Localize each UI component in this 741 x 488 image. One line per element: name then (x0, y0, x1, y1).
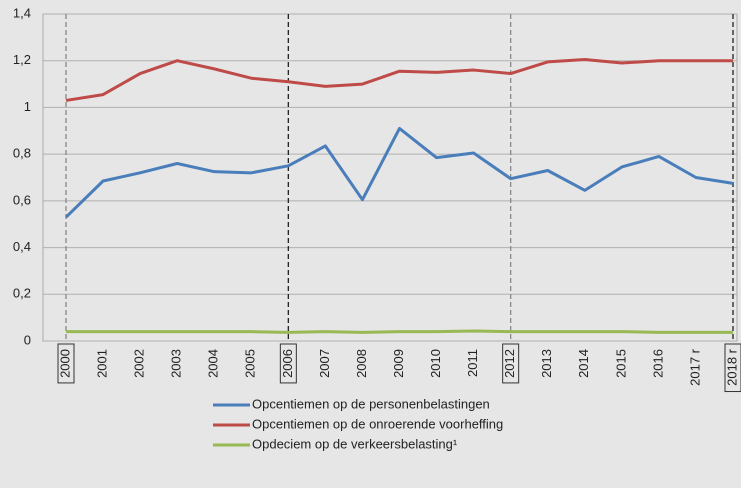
x-tick-label: 2017 r (687, 348, 702, 386)
y-tick-label: 0,8 (13, 146, 31, 161)
series-line (65, 58, 733, 102)
x-tick-label: 2013 (539, 349, 554, 378)
y-tick-label: 0,2 (13, 286, 31, 301)
x-tick-label: 2010 (428, 349, 443, 378)
y-tick-label: 0,6 (13, 192, 31, 207)
category-box (57, 343, 75, 384)
x-tick-label: 2000 (57, 349, 72, 378)
x-tick-label: 2006 (280, 349, 295, 378)
x-tick-label: 2007 (317, 349, 332, 378)
category-box (724, 343, 741, 393)
category-box (279, 343, 297, 384)
series-line (66, 329, 733, 334)
x-tick-label: 2009 (391, 349, 406, 378)
y-tick-label: 0 (24, 332, 31, 347)
x-tick-label: 2002 (132, 349, 147, 378)
x-tick-label: 2015 (613, 349, 628, 378)
legend-label: Opcentiemen op de onroerende voorheffing (252, 416, 503, 431)
x-tick-label: 2001 (94, 349, 109, 378)
y-tick-label: 0,4 (13, 239, 31, 254)
x-tick-label: 2018 r (724, 348, 739, 386)
x-tick-label: 2003 (169, 349, 184, 378)
y-tick-label: 1,2 (13, 52, 31, 67)
legend-label: Opcentiemen op de personenbelastingen (252, 396, 490, 411)
y-tick-label: 1 (24, 99, 31, 114)
y-tick-label: 1,4 (13, 5, 31, 20)
category-box (502, 343, 520, 384)
x-tick-label: 2004 (206, 349, 221, 378)
x-tick-label: 2011 (465, 349, 480, 377)
x-tick-label: 2005 (243, 349, 258, 378)
series-line (64, 126, 734, 219)
x-tick-label: 2016 (650, 349, 665, 378)
x-tick-label: 2008 (354, 349, 369, 378)
x-tick-label: 2012 (502, 349, 517, 378)
x-tick-label: 2014 (576, 349, 591, 378)
legend-label: Opdeciem op de verkeersbelasting¹ (252, 436, 458, 451)
